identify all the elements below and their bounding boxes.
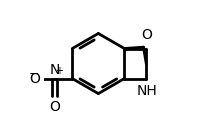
- Text: O: O: [29, 72, 40, 86]
- Text: NH: NH: [137, 84, 157, 98]
- Text: +: +: [55, 66, 63, 76]
- Text: N: N: [49, 63, 60, 77]
- Text: O: O: [49, 100, 60, 114]
- Text: −: −: [29, 68, 40, 81]
- Text: O: O: [142, 28, 152, 42]
